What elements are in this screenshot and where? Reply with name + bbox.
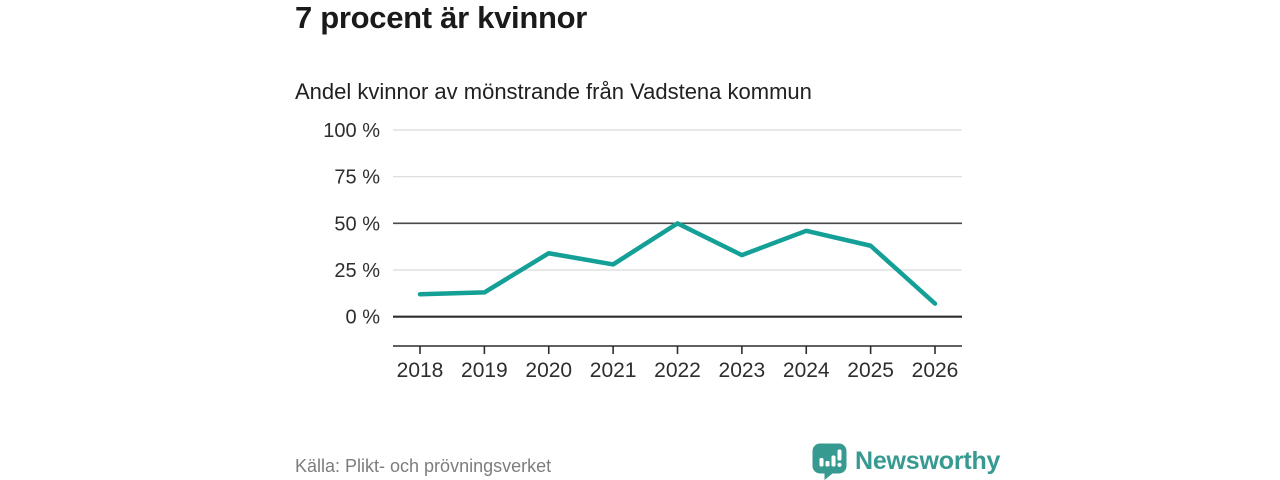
chart-subtitle: Andel kvinnor av mönstrande från Vadsten… — [295, 79, 812, 104]
x-tick-label: 2025 — [847, 359, 894, 382]
data-line-andel-kvinnor — [417, 221, 938, 306]
x-tick-label: 2020 — [525, 359, 572, 382]
newsworthy-logo: Newsworthy — [812, 443, 1000, 480]
newsworthy-logo-icon — [812, 443, 847, 480]
x-tick-label: 2026 — [912, 359, 959, 382]
line-chart: 0 % 25 % 50 % 75 % 100 % 2018 2019 2020 2021 2022… — [295, 115, 985, 395]
x-tick-label: 2018 — [397, 359, 444, 382]
x-tick-label: 2022 — [654, 359, 701, 382]
source-caption: Källa: Plikt- och prövningsverket — [295, 456, 552, 476]
y-tick-label: 50 % — [334, 213, 380, 235]
x-tick-label: 2023 — [719, 359, 766, 382]
newsworthy-logo-text: Newsworthy — [855, 447, 1001, 475]
chart-svg: 0 % 25 % 50 % 75 % 100 % 2018 2019 2020 2021 2022… — [323, 120, 962, 382]
x-tick-label: 2019 — [461, 359, 508, 382]
y-tick-label: 25 % — [334, 260, 380, 282]
y-tick-label: 0 % — [346, 307, 381, 329]
chart-title: 7 procent är kvinnor — [295, 0, 588, 35]
x-tick-label: 2021 — [590, 359, 637, 382]
x-tick-label: 2024 — [783, 359, 830, 382]
y-tick-label: 75 % — [334, 167, 380, 189]
y-tick-label: 100 % — [323, 120, 380, 142]
